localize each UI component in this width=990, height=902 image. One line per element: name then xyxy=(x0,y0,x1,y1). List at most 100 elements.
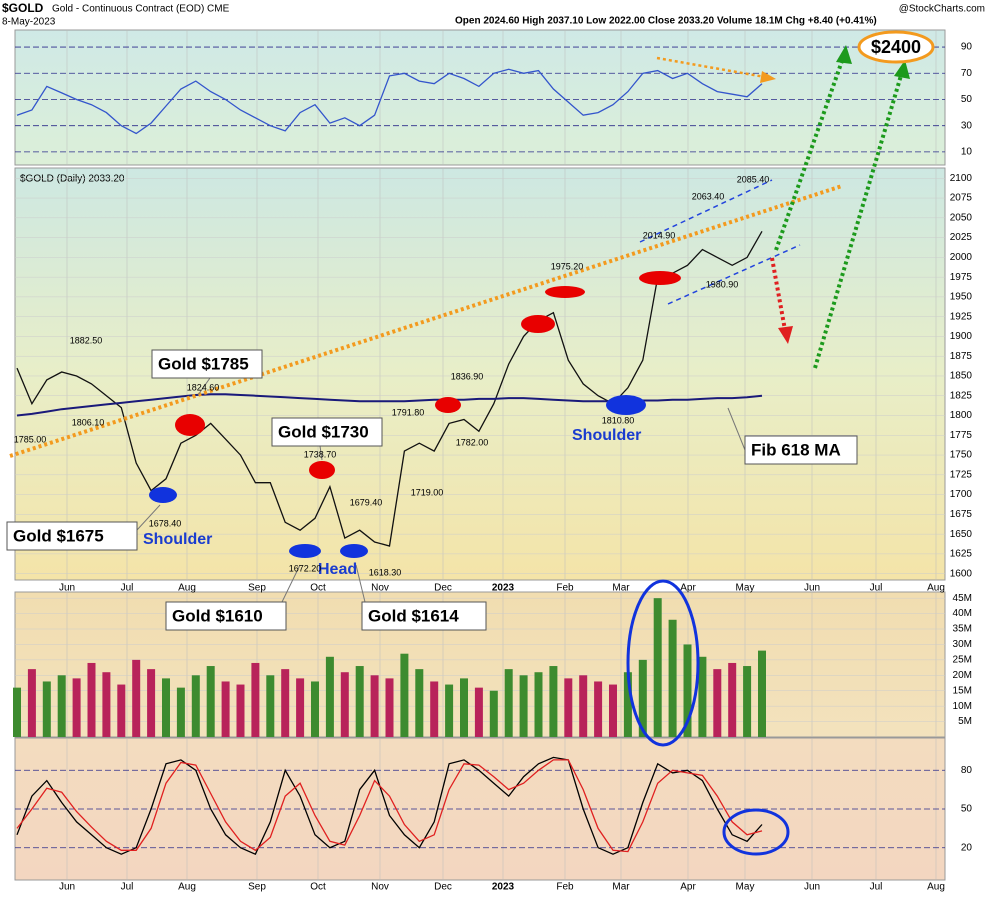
x-tick-label: Aug xyxy=(927,882,945,893)
volume-bar xyxy=(206,666,215,737)
volume-bar xyxy=(370,675,379,737)
callout-box xyxy=(165,601,287,631)
line-series xyxy=(16,68,763,135)
connector xyxy=(727,407,746,451)
x-tick-label: Jun xyxy=(59,882,75,893)
y-tick-label: 2000 xyxy=(950,252,973,263)
volume-bar xyxy=(117,684,126,737)
y-tick-label: 2050 xyxy=(950,212,973,223)
x-tick-label: Aug xyxy=(927,583,945,594)
y-tick-label: 1975 xyxy=(950,272,973,283)
price-label: 1672.20 xyxy=(289,563,322,573)
volume-bar xyxy=(668,619,677,737)
x-tick-label: Sep xyxy=(248,882,266,893)
price-label: 2063.40 xyxy=(692,191,725,201)
connector xyxy=(136,504,161,531)
y-tick-label: 1950 xyxy=(950,292,973,303)
y-tick-label: 10M xyxy=(953,701,972,712)
y-tick-label: 2100 xyxy=(950,173,973,184)
y-tick-label: 1750 xyxy=(950,450,973,461)
x-tick-label: Jul xyxy=(870,583,883,594)
volume-bar xyxy=(72,678,81,737)
arrow-head xyxy=(836,45,852,64)
price-label: 1679.40 xyxy=(350,497,383,507)
x-tick-label: Dec xyxy=(434,882,452,893)
y-tick-label: 1675 xyxy=(950,509,973,520)
arrow-head xyxy=(778,326,793,344)
volume-bar xyxy=(758,650,766,737)
volume-bar xyxy=(296,678,305,737)
volume-bar xyxy=(147,669,156,737)
x-tick-label: Aug xyxy=(178,583,196,594)
volume-bar xyxy=(132,659,141,737)
symbol: $GOLD xyxy=(2,1,44,15)
arrow xyxy=(656,56,766,79)
volume-bar xyxy=(474,687,483,737)
y-tick-label: 40M xyxy=(953,608,972,619)
y-tick-label: 1800 xyxy=(950,410,973,421)
volume-bar xyxy=(743,666,752,737)
y-tick-label: 45M xyxy=(953,593,972,604)
volume-bar xyxy=(683,644,692,737)
x-tick-label: Apr xyxy=(680,583,696,594)
y-tick-label: 2075 xyxy=(950,193,973,204)
y-tick-label: 50 xyxy=(961,94,973,105)
x-tick-label: Oct xyxy=(310,882,326,893)
x-tick-label: Jun xyxy=(59,583,75,594)
callout-text: Gold $1785 xyxy=(158,354,249,373)
y-tick-label: 1600 xyxy=(950,568,973,579)
connector xyxy=(281,564,301,603)
volume-bar xyxy=(504,669,513,737)
y-tick-label: 30 xyxy=(961,120,973,131)
marks: Jun Jul Aug Sep Oct Nov Dec 2023 Feb Mar Apr May Jun… xyxy=(13,30,972,893)
volume-bar xyxy=(325,656,334,737)
volume-bar xyxy=(430,681,439,737)
marker xyxy=(606,395,646,415)
marker xyxy=(340,544,368,558)
line-series xyxy=(16,756,763,856)
y-tick-label: 1650 xyxy=(950,529,973,540)
volume-bar xyxy=(102,672,111,737)
x-tick-label: Jul xyxy=(121,583,134,594)
volume-bar xyxy=(579,675,588,737)
shoulder: Shoulder xyxy=(143,531,212,548)
shoulder: Shoulder xyxy=(572,427,641,444)
channel-top xyxy=(639,179,773,243)
arrow xyxy=(770,257,787,331)
price-label: 1806.10 xyxy=(72,417,105,427)
x-tick-label: Mar xyxy=(612,583,630,594)
volume-bar xyxy=(534,672,543,737)
target-oval xyxy=(857,30,935,64)
x-tick-label: Feb xyxy=(556,583,574,594)
volume-bar xyxy=(698,656,707,737)
volume-bar xyxy=(460,678,468,737)
y-tick-label: 1900 xyxy=(950,331,973,342)
price-label: 1975.20 xyxy=(551,261,584,271)
price-label: 1882.50 xyxy=(70,335,103,345)
volume-bar xyxy=(281,669,290,737)
y-tick-label: 1850 xyxy=(950,371,973,382)
y-tick-label: 1825 xyxy=(950,390,973,401)
connector xyxy=(355,564,366,603)
callout-box xyxy=(271,417,383,447)
x-tick-label: Jun xyxy=(804,882,820,893)
volume-bar xyxy=(176,687,185,737)
x-tick-label: 2023 xyxy=(492,583,515,594)
price-label: 1738.70 xyxy=(304,449,337,459)
price-label: 1678.40 xyxy=(149,518,182,528)
price-label: 2085.40 xyxy=(737,174,770,184)
volume-bar xyxy=(415,669,424,737)
credit: @StockCharts.com xyxy=(899,4,985,15)
y-tick-label: 90 xyxy=(961,42,973,53)
arrow xyxy=(774,57,845,251)
y-tick-label: 1875 xyxy=(950,351,973,362)
x-tick-label: 2023 xyxy=(492,882,515,893)
y-tick-label: 50 xyxy=(961,804,973,815)
line-series xyxy=(16,230,763,547)
volume-bar xyxy=(549,666,558,737)
callout-text: Gold $1675 xyxy=(13,526,104,545)
x-tick-label: Jul xyxy=(870,882,883,893)
price-label: 1719.00 xyxy=(411,487,444,497)
volume-bar xyxy=(162,678,170,737)
